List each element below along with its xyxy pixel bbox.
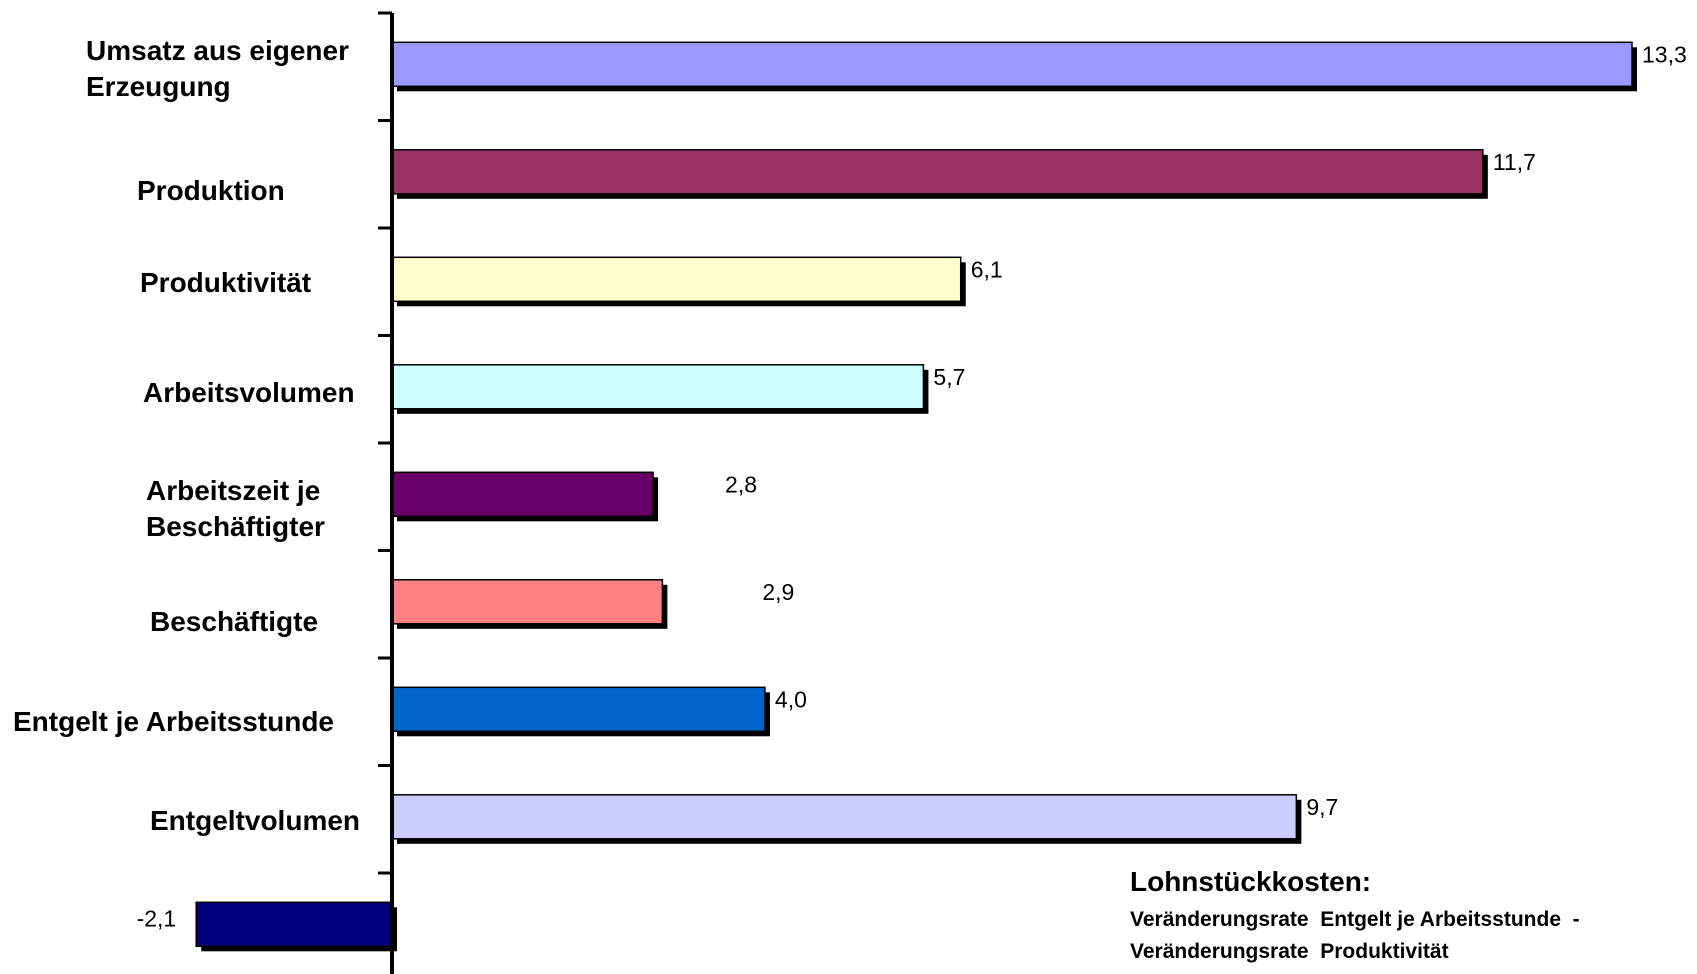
- annotation: Lohnstückkosten: Veränderungsrate Entgel…: [1130, 866, 1580, 963]
- bar: [391, 256, 962, 303]
- value-label: 2,9: [762, 579, 794, 605]
- value-label: 5,7: [933, 364, 965, 390]
- annotation-line-1: Veränderungsrate Entgelt je Arbeitsstund…: [1130, 908, 1580, 931]
- bar: [391, 364, 925, 410]
- category-label: Entgeltvolumen: [150, 805, 360, 836]
- category-label: Produktion: [137, 175, 285, 206]
- category-label: Umsatz aus eigener Erzeugung: [86, 35, 349, 102]
- category-axis: [378, 11, 394, 974]
- bar: [391, 471, 654, 518]
- category-label: Arbeitszeit je Beschäftigter: [146, 475, 325, 542]
- labels-layer: 13,3 Umsatz aus eigener Erzeugung 11,7 Produ…: [13, 35, 1687, 931]
- category-label: Entgelt je Arbeitsstunde: [13, 706, 334, 737]
- bar: [391, 794, 1298, 840]
- bars-layer: [195, 41, 1637, 952]
- bar: [391, 149, 1484, 195]
- bar: [391, 686, 766, 733]
- value-label: 2,8: [725, 471, 757, 497]
- value-label: 11,7: [1493, 149, 1536, 175]
- value-label: 9,7: [1306, 794, 1338, 820]
- value-label: -2,1: [137, 905, 177, 931]
- value-label: 6,1: [971, 256, 1003, 282]
- bar: [195, 901, 393, 948]
- value-label: 13,3: [1642, 41, 1687, 67]
- category-label: Produktivität: [140, 267, 311, 298]
- bar: [391, 41, 1633, 88]
- category-label: Beschäftigte: [150, 606, 318, 637]
- value-label: 4,0: [775, 686, 807, 712]
- annotation-title: Lohnstückkosten:: [1130, 866, 1371, 897]
- category-label: Arbeitsvolumen: [143, 377, 355, 408]
- bar: [391, 579, 664, 625]
- annotation-line-2: Veränderungsrate Produktivität: [1130, 940, 1449, 963]
